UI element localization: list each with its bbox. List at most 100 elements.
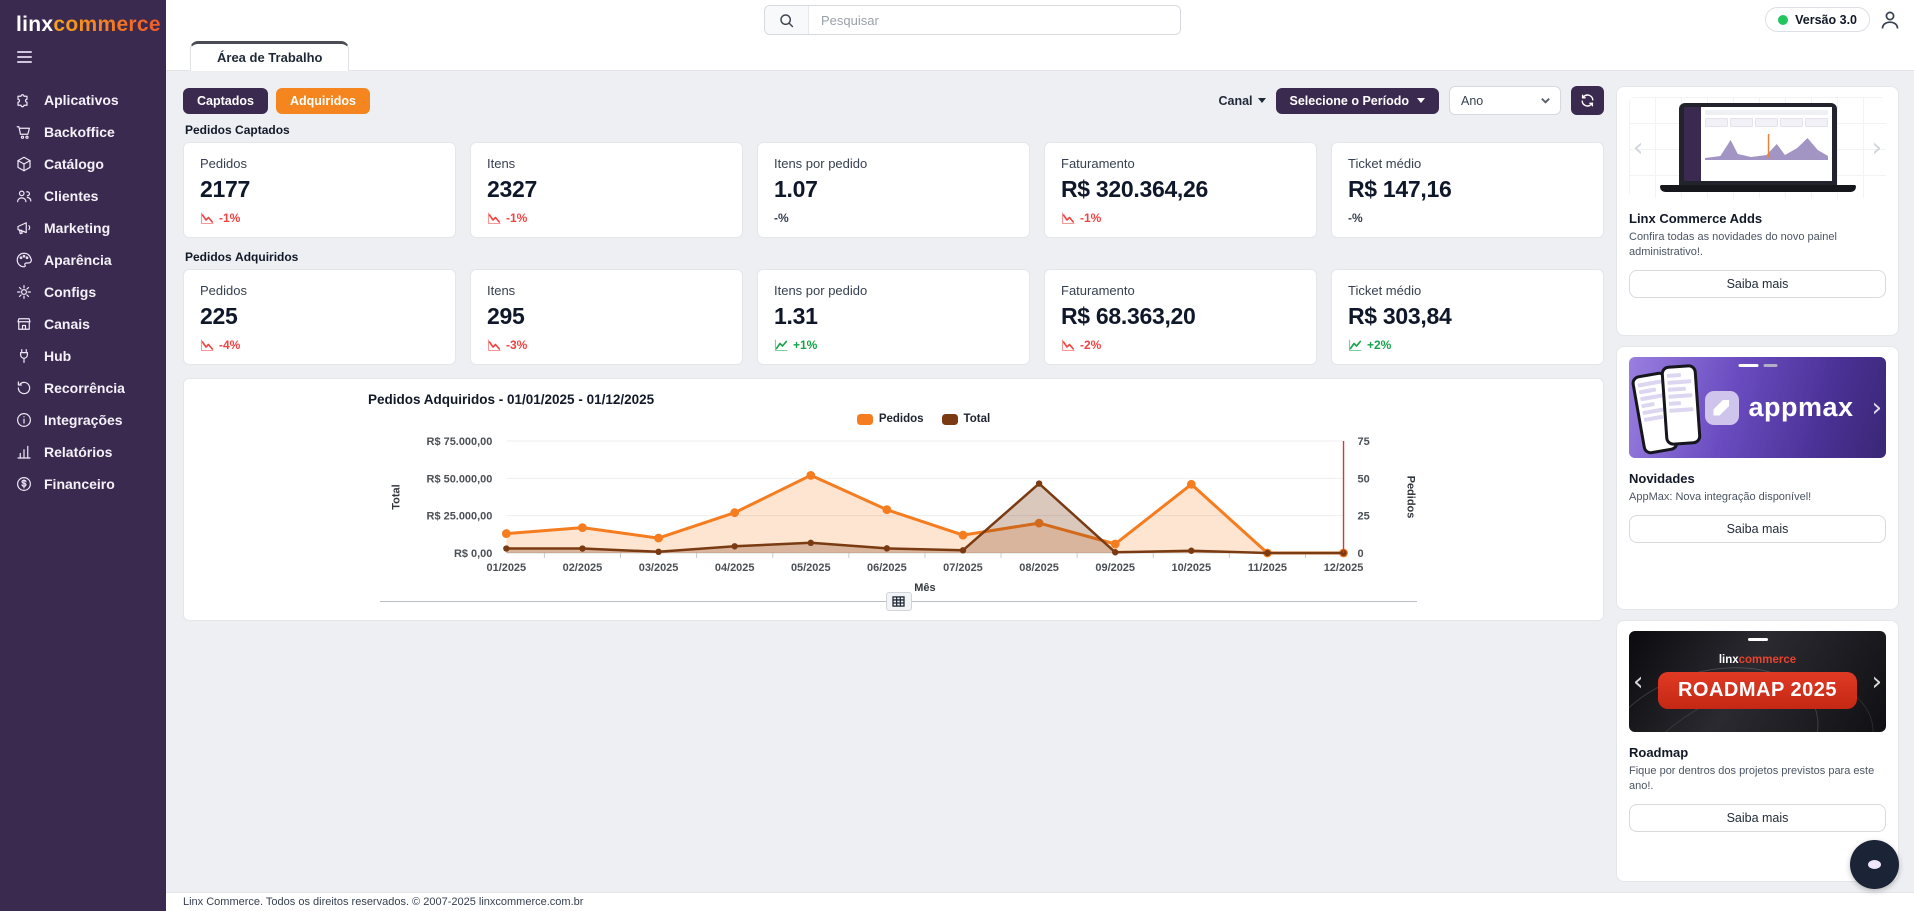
logo-commerce: commerce — [53, 13, 161, 36]
app-logo[interactable]: linxcommerce — [0, 0, 166, 39]
tab-area-de-trabalho[interactable]: Área de Trabalho — [190, 41, 350, 71]
trend-value: -3% — [506, 338, 528, 352]
sidebar-item-label: Aplicativos — [44, 92, 119, 108]
main-area: Versão 3.0 Área de Trabalho Captados Adq… — [166, 0, 1914, 911]
chevron-down-icon — [1257, 98, 1266, 103]
sidebar-item-label: Catálogo — [44, 156, 104, 172]
promo-card-linx-adds: ‹ › Linx Commerce Adds Confira toda — [1616, 86, 1899, 336]
sidebar-item-label: Relatórios — [44, 444, 113, 460]
sidebar-item-hub[interactable]: Hub — [0, 340, 166, 372]
refresh-icon — [1581, 94, 1594, 107]
canal-dropdown[interactable]: Canal — [1218, 94, 1266, 108]
adquiridos-button[interactable]: Adquiridos — [275, 87, 370, 114]
search-input[interactable] — [809, 6, 1180, 34]
sidebar-item-label: Canais — [44, 316, 90, 332]
copyright-text: Linx Commerce. Todos os direitos reserva… — [183, 896, 584, 908]
sidebar-item-relatorios[interactable]: Relatórios — [0, 436, 166, 468]
sidebar-item-label: Aparência — [44, 252, 112, 268]
sidebar-item-canais[interactable]: Canais — [0, 308, 166, 340]
cart-icon — [15, 123, 33, 141]
refresh-button[interactable] — [1571, 86, 1604, 115]
kpi-row-adquiridos: Pedidos 225 -4% Itens 295 -3% Itens por … — [183, 269, 1604, 365]
svg-text:01/2025: 01/2025 — [487, 562, 527, 574]
svg-text:Mês: Mês — [914, 582, 935, 594]
carousel-prev-icon[interactable]: ‹ — [1633, 132, 1644, 163]
svg-text:06/2025: 06/2025 — [867, 562, 907, 574]
user-icon[interactable] — [1878, 8, 1902, 32]
kpi-card-pedidos: Pedidos 225 -4% — [183, 269, 456, 365]
svg-text:R$ 0,00: R$ 0,00 — [454, 548, 492, 560]
palette-icon — [15, 251, 33, 269]
carousel-dots[interactable] — [1747, 638, 1768, 641]
plug-icon — [15, 347, 33, 365]
carousel-dots[interactable] — [1738, 364, 1777, 367]
legend-item-pedidos[interactable]: Pedidos — [856, 413, 924, 425]
carousel-next-icon[interactable]: › — [1871, 132, 1882, 163]
sidebar-nav: Aplicativos Backoffice Catálogo Clientes… — [0, 84, 166, 500]
legend-swatch-pedidos — [856, 413, 873, 425]
kpi-card-itens-por-pedido: Itens por pedido 1.07 -% — [757, 142, 1030, 238]
roadmap-badge: ROADMAP 2025 — [1657, 672, 1858, 709]
sidebar-item-backoffice[interactable]: Backoffice — [0, 116, 166, 148]
carousel-next-icon[interactable]: › — [1871, 392, 1882, 423]
chat-widget-button[interactable] — [1850, 840, 1899, 889]
svg-text:Total: Total — [391, 484, 403, 509]
search-icon — [765, 6, 809, 34]
promo-description: Confira todas as novidades do novo paine… — [1629, 231, 1837, 258]
sidebar-item-catalogo[interactable]: Catálogo — [0, 148, 166, 180]
periodo-button[interactable]: Selecione o Período — [1275, 87, 1439, 114]
svg-text:12/2025: 12/2025 — [1324, 562, 1364, 574]
logo-linx: linx — [16, 13, 54, 36]
sidebar-item-clientes[interactable]: Clientes — [0, 180, 166, 212]
ano-select[interactable]: Ano — [1449, 86, 1561, 115]
info-circle-icon — [15, 411, 33, 429]
saiba-mais-button[interactable]: Saiba mais — [1629, 803, 1886, 832]
sidebar-item-recorrencia[interactable]: Recorrência — [0, 372, 166, 404]
sidebar-item-financeiro[interactable]: Financeiro — [0, 468, 166, 500]
svg-text:R$ 75.000,00: R$ 75.000,00 — [427, 436, 493, 448]
users-icon — [15, 187, 33, 205]
saiba-mais-button[interactable]: Saiba mais — [1629, 514, 1886, 543]
data-table-toggle-button[interactable] — [885, 592, 912, 611]
sidebar-item-integracoes[interactable]: Integrações — [0, 404, 166, 436]
svg-text:25: 25 — [1357, 511, 1369, 523]
kpi-card-itens-por-pedido: Itens por pedido 1.31 +1% — [757, 269, 1030, 365]
dashboard-panel: Captados Adquiridos Canal Selecione o Pe… — [183, 86, 1604, 884]
trend-down-icon — [487, 212, 501, 225]
table-icon — [892, 596, 905, 607]
sidebar-item-label: Financeiro — [44, 476, 115, 492]
kpi-card-pedidos: Pedidos 2177 -1% — [183, 142, 456, 238]
trend-value: -% — [774, 211, 789, 225]
svg-text:02/2025: 02/2025 — [563, 562, 603, 574]
trend-up-icon — [1348, 339, 1362, 352]
tab-strip: Área de Trabalho — [166, 40, 1914, 71]
promo-description: AppMax: Nova integração disponível! — [1629, 491, 1812, 503]
carousel-next-icon[interactable]: › — [1871, 666, 1882, 697]
menu-toggle-icon[interactable] — [17, 51, 32, 66]
top-header: Versão 3.0 — [166, 0, 1914, 40]
promo-title: Roadmap — [1629, 745, 1689, 760]
global-search — [764, 5, 1181, 35]
sidebar-item-marketing[interactable]: Marketing — [0, 212, 166, 244]
legend-item-total[interactable]: Total — [941, 413, 990, 425]
svg-text:0: 0 — [1357, 548, 1363, 560]
trend-value: -2% — [1080, 338, 1102, 352]
package-icon — [15, 155, 33, 173]
trend-down-icon — [1061, 339, 1075, 352]
chart-title: Pedidos Adquiridos - 01/01/2025 - 01/12/… — [368, 392, 655, 407]
sidebar-item-label: Backoffice — [44, 124, 115, 140]
captados-button[interactable]: Captados — [183, 87, 268, 114]
sidebar: linxcommerce Aplicativos Backoffice Catá… — [0, 0, 166, 911]
saiba-mais-button[interactable]: Saiba mais — [1629, 269, 1886, 298]
dollar-coin-icon — [15, 475, 33, 493]
sidebar-item-label: Marketing — [44, 220, 111, 236]
carousel-prev-icon[interactable]: ‹ — [1633, 666, 1644, 697]
sidebar-item-configs[interactable]: Configs — [0, 276, 166, 308]
kpi-row-captados: Pedidos 2177 -1% Itens 2327 -1% Itens po… — [183, 142, 1604, 238]
sidebar-item-aparencia[interactable]: Aparência — [0, 244, 166, 276]
svg-text:11/2025: 11/2025 — [1248, 562, 1287, 574]
svg-text:75: 75 — [1357, 436, 1369, 448]
sidebar-item-aplicativos[interactable]: Aplicativos — [0, 84, 166, 116]
trend-value: +1% — [793, 338, 818, 352]
chart-navigator[interactable] — [380, 592, 1417, 617]
